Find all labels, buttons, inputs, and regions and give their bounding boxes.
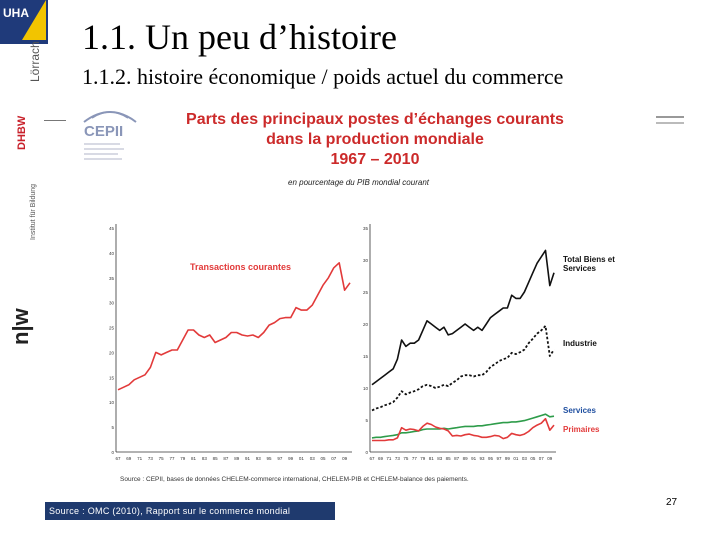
slide-subtitle: 1.1.2. histoire économique / poids actue… [82,64,564,89]
right-x-tick-label: 87 [454,456,460,461]
left-x-tick-label: 75 [159,456,165,461]
left-x-tick-label: 73 [148,456,154,461]
left-x-tick-label: 87 [223,456,229,461]
right-y-tick-label: 25 [363,290,369,295]
right-x-tick-label: 73 [395,456,401,461]
right-x-tick-label: 99 [505,456,511,461]
left-y-tick-label: 5 [111,425,114,430]
right-x-tick-label: 89 [463,456,469,461]
right-x-tick-label: 81 [429,456,435,461]
right-x-tick-label: 01 [513,456,519,461]
left-x-tick-label: 99 [288,456,294,461]
series-line-industrie [371,324,555,412]
left-y-tick-label: 35 [109,276,115,281]
left-y-tick-label: 20 [109,350,115,355]
left-x-tick-label: 97 [277,456,283,461]
left-x-tick-label: 09 [342,456,348,461]
chart-title: Parts des principaux postes d’échanges c… [150,110,600,170]
left-x-tick-label: 81 [191,456,197,461]
right-y-tick-label: 0 [365,450,368,455]
series-label: Services [563,406,596,415]
left-x-tick-label: 79 [180,456,186,461]
left-y-tick-label: 15 [109,375,115,380]
right-x-tick-label: 97 [496,456,502,461]
left-y-tick-label: 0 [111,450,114,455]
right-x-tick-label: 95 [488,456,494,461]
right-x-tick-label: 03 [522,456,528,461]
right-y-tick-label: 15 [363,354,369,359]
left-x-tick-label: 71 [137,456,143,461]
title-rule-right [656,116,684,118]
series-line-total-biens-et-services [371,249,555,386]
series-line-services [371,413,555,439]
series-label: Transactions courantes [190,262,291,272]
right-x-tick-label: 91 [471,456,477,461]
title-rule-left [44,120,66,121]
cepii-logo: CEPII [80,100,140,170]
title-rule-right-2 [656,122,684,124]
left-x-tick-label: 07 [331,456,337,461]
chart-caption: en pourcentage du PIB mondial courant [288,178,429,187]
cepii-logo-graphic: CEPII [83,111,137,160]
left-x-tick-label: 77 [169,456,175,461]
cepii-logo-text: CEPII [84,123,123,140]
left-x-tick-label: 93 [256,456,262,461]
series-line-transactions-courantes [117,261,351,391]
chart-title-line3: 1967 – 2010 [330,151,420,168]
chart-title-line1: Parts des principaux postes d’échanges c… [186,111,564,128]
left-x-tick-label: 67 [115,456,121,461]
right-x-tick-label: 85 [446,456,452,461]
left-x-tick-label: 95 [267,456,273,461]
chart-title-line2: dans la production mondiale [266,131,484,148]
left-x-tick-label: 85 [213,456,219,461]
series-label: Services [563,264,596,273]
left-y-tick-label: 10 [109,400,115,405]
left-y-tick-label: 30 [109,301,115,306]
series-label: Total Biens et [563,255,615,264]
right-x-tick-label: 67 [369,456,375,461]
right-x-tick-label: 79 [420,456,426,461]
left-x-tick-label: 91 [245,456,251,461]
right-y-tick-label: 10 [363,386,369,391]
right-x-tick-label: 09 [547,456,553,461]
right-x-tick-label: 69 [378,456,384,461]
slide-title: 1.1. Un peu d’histoire [82,17,397,57]
left-x-tick-label: 69 [126,456,132,461]
right-y-tick-label: 30 [363,258,369,263]
series-label: Primaires [563,425,600,434]
right-x-tick-label: 71 [386,456,392,461]
right-x-tick-label: 07 [539,456,545,461]
page-number: 27 [666,497,678,508]
left-y-tick-label: 40 [109,251,115,256]
right-x-tick-label: 75 [403,456,409,461]
series-line-primaires [372,417,555,442]
uha-logo-text: UHA [3,6,29,20]
logo-strip: UHA Lörrach DHBW Institut für Bildung n|… [0,0,48,540]
right-x-tick-label: 93 [480,456,486,461]
chart-footnote: Source : CEPII, bases de données CHELEM-… [120,476,469,483]
right-y-tick-label: 20 [363,322,369,327]
right-y-tick-label: 35 [363,226,369,231]
series-label: Industrie [563,339,597,348]
left-x-tick-label: 01 [299,456,305,461]
right-x-tick-label: 77 [412,456,418,461]
right-x-tick-label: 05 [530,456,536,461]
left-x-tick-label: 89 [234,456,240,461]
left-y-tick-label: 45 [109,226,115,231]
right-x-tick-label: 83 [437,456,443,461]
left-x-tick-label: 05 [321,456,327,461]
left-y-tick-label: 25 [109,326,115,331]
source-banner: Source : OMC (2010), Rapport sur le comm… [45,502,335,520]
left-x-tick-label: 03 [310,456,316,461]
left-x-tick-label: 83 [202,456,208,461]
uha-logo: UHA [0,0,48,44]
right-y-tick-label: 5 [365,418,368,423]
